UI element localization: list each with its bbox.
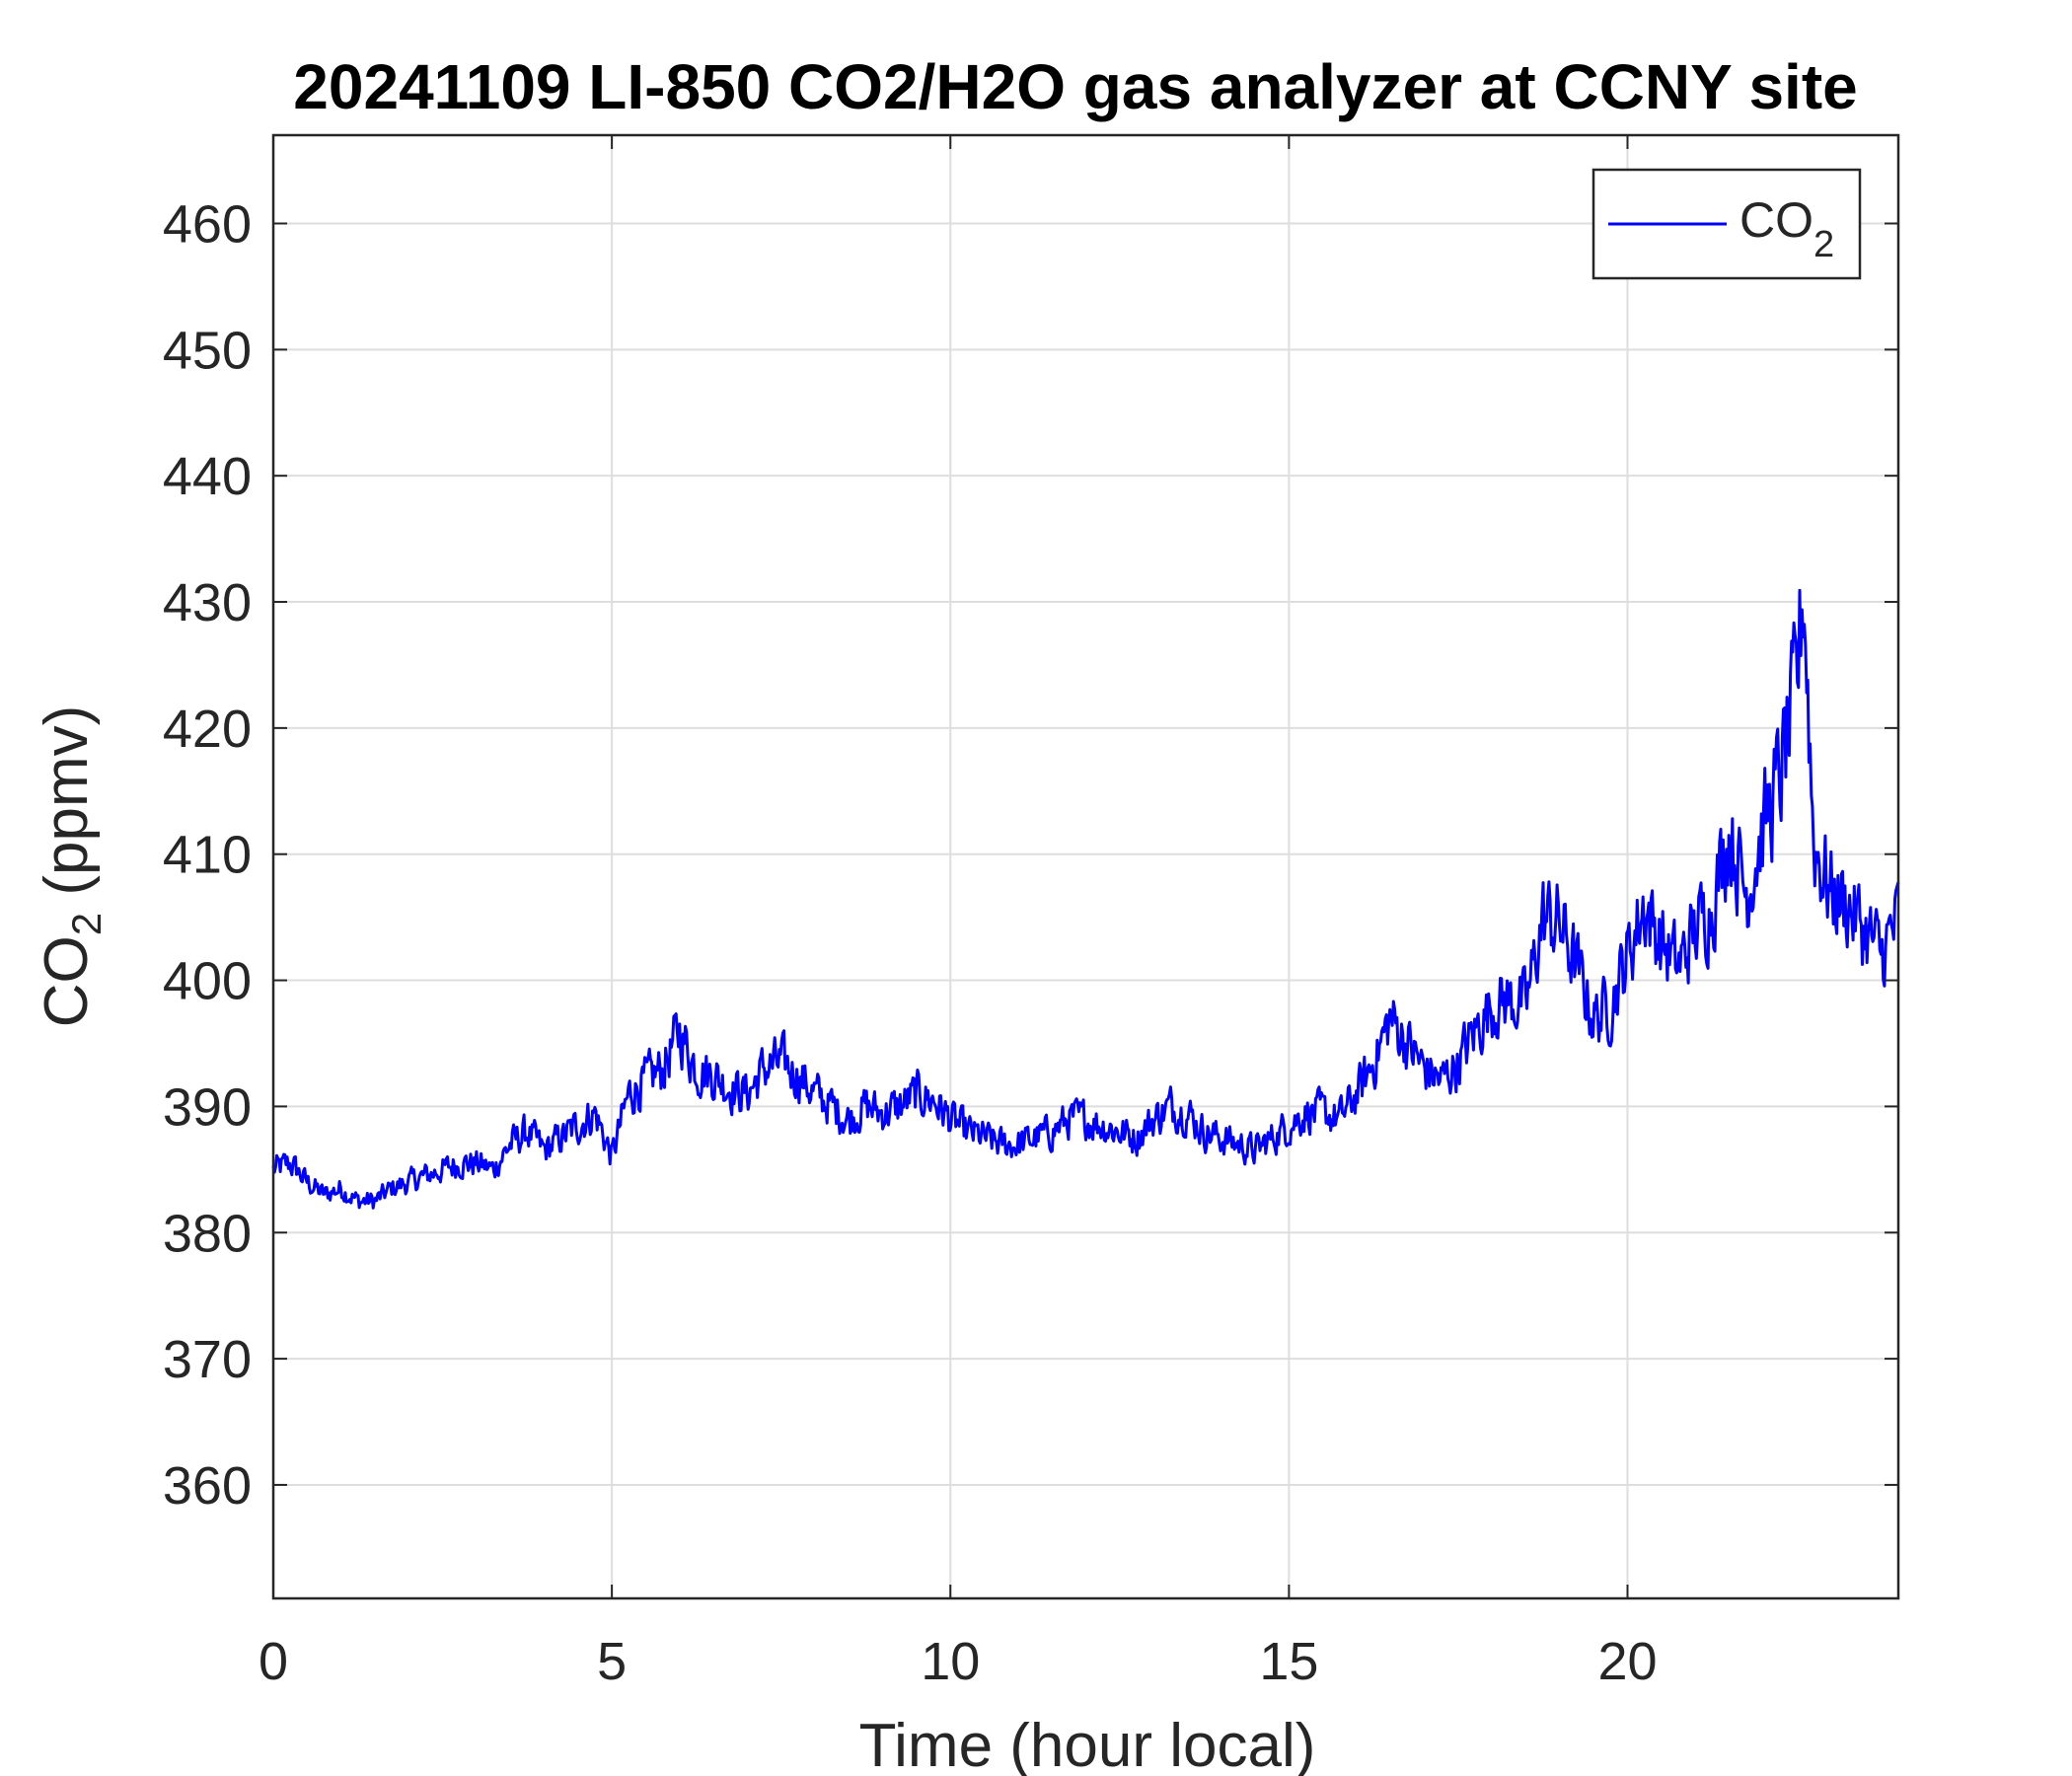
y-tick-label: 410 (163, 826, 252, 885)
chart-title: 20241109 LI-850 CO2/H2O gas analyzer at … (293, 51, 1857, 122)
y-tick-label: 460 (163, 194, 252, 254)
legend-label-main: CO (1739, 192, 1813, 248)
series-layer (271, 588, 1900, 1210)
y-axis-label-unit: (ppmv) (33, 705, 101, 913)
y-tick-label: 400 (163, 952, 252, 1011)
x-tick-label: 15 (1259, 1632, 1318, 1691)
y-axis-label-main: CO (33, 935, 101, 1027)
y-tick-label: 390 (163, 1077, 252, 1137)
grid-lines (273, 135, 1898, 1598)
legend-label-co2: CO2 (1739, 192, 1834, 265)
legend: CO2 (1591, 168, 1862, 280)
y-tick-label: 450 (163, 321, 252, 380)
y-tick-label: 420 (163, 700, 252, 759)
x-tick-label: 0 (259, 1632, 288, 1691)
y-axis-label: CO2 (ppmv) (33, 705, 110, 1028)
plot-area-frame (271, 133, 1900, 1600)
y-tick-label: 430 (163, 573, 252, 632)
y-tick-label: 370 (163, 1330, 252, 1389)
x-tick-labels: 0 5 10 15 20 (259, 1632, 1658, 1691)
y-tick-label: 360 (163, 1456, 252, 1516)
y-tick-label: 380 (163, 1204, 252, 1263)
x-tick-label: 10 (921, 1632, 980, 1691)
y-tick-labels: 360 370 380 390 400 410 420 430 440 450 460 (163, 194, 252, 1515)
y-axis-label-subscript: 2 (63, 913, 110, 935)
axis-ticks (272, 135, 1898, 1598)
y-tick-label: 440 (163, 447, 252, 506)
legend-label-subscript: 2 (1813, 224, 1834, 265)
x-axis-label: Time (hour local) (859, 1712, 1316, 1776)
x-tick-label: 20 (1597, 1632, 1657, 1691)
co2-series-line (271, 588, 1900, 1210)
x-tick-label: 5 (597, 1632, 627, 1691)
